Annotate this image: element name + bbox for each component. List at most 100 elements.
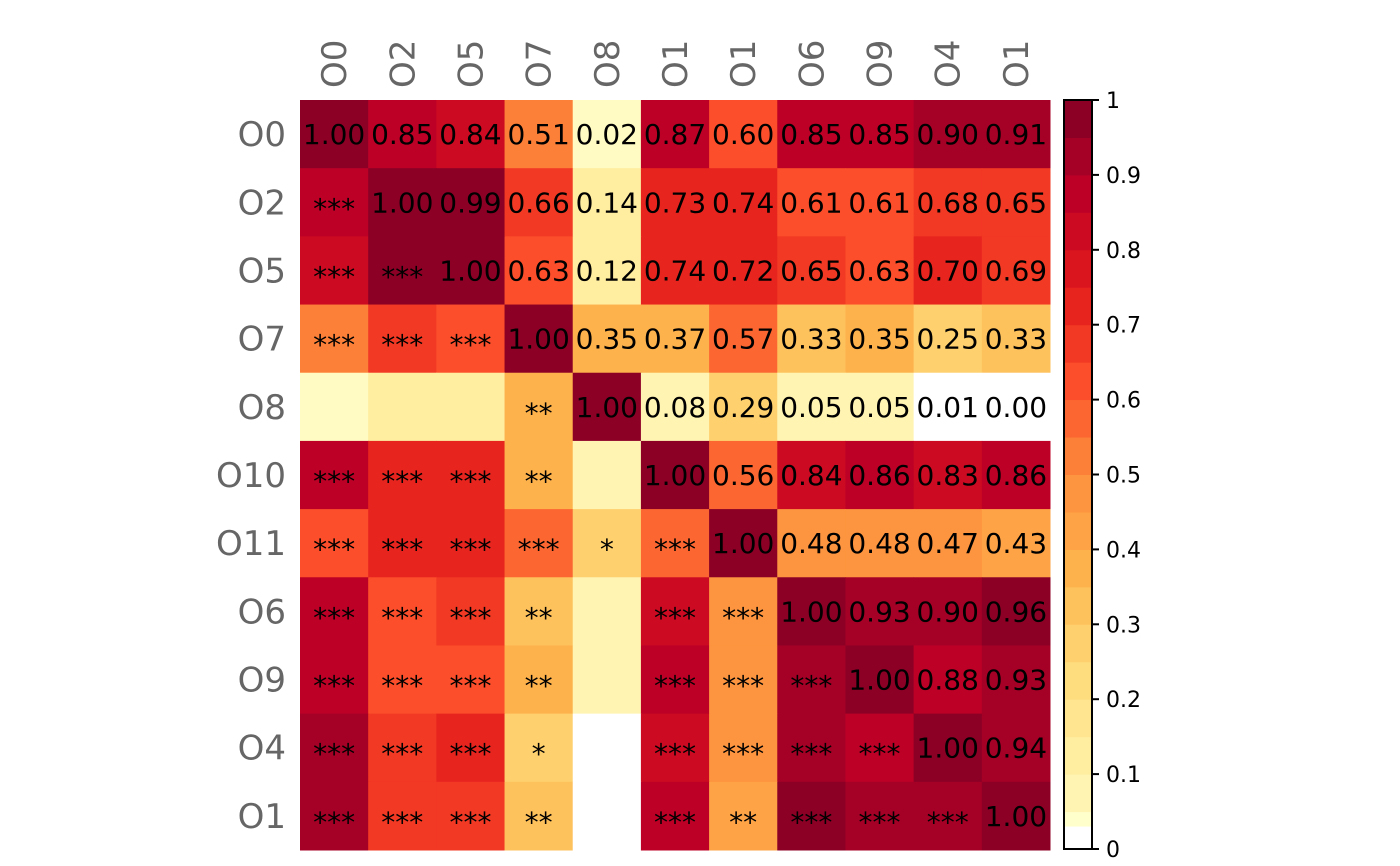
- heatmap-cell: [368, 440, 437, 510]
- colorbar-tick-label: 0.6: [1106, 389, 1141, 414]
- heatmap-cell: [368, 781, 437, 851]
- heatmap-cell: [640, 304, 710, 374]
- heatmap-cell: [981, 372, 1051, 442]
- heatmap-cell: [436, 781, 506, 851]
- heatmap-cell: [981, 645, 1051, 715]
- heatmap-cell: [300, 577, 369, 646]
- heatmap-cell: [709, 713, 778, 783]
- heatmap-cell: [368, 236, 437, 306]
- heatmap-cell: [300, 440, 369, 510]
- heatmap-cell: [709, 645, 778, 715]
- cell-value-label: ***: [722, 670, 764, 703]
- heatmap-cell: [300, 509, 369, 578]
- heatmap-cell: [845, 713, 915, 783]
- heatmap-cell: [436, 372, 506, 442]
- cell-value-label: ***: [449, 533, 491, 566]
- heatmap-cell: [504, 713, 574, 783]
- colorbar-segment: [1064, 826, 1092, 849]
- heatmap-cell: [300, 168, 369, 237]
- heatmap-cell: [368, 713, 437, 783]
- cell-value-label: ***: [313, 806, 355, 839]
- heatmap-cell: [368, 168, 437, 237]
- colorbar-tick-label: 0.4: [1106, 538, 1141, 563]
- cell-value-label: 0.51: [507, 118, 569, 151]
- heatmap-cell: [777, 372, 846, 442]
- cell-value-label: 0.84: [780, 459, 842, 492]
- heatmap-cell: [845, 509, 915, 578]
- heatmap-cell: [777, 100, 846, 169]
- heatmap-cell: [368, 645, 437, 715]
- heatmap-cell: [777, 645, 846, 715]
- heatmap-cell: [913, 372, 983, 442]
- cell-value-label: ***: [790, 738, 832, 771]
- cell-value-label: 0.33: [780, 323, 842, 356]
- heatmap-cell: [504, 440, 574, 510]
- cell-value-label: 1.00: [644, 459, 706, 492]
- heatmap-cell: [436, 236, 506, 306]
- cell-value-label: 0.63: [848, 254, 910, 287]
- cell-value-label: 0.08: [644, 391, 706, 424]
- heatmap-cell: [913, 100, 983, 169]
- heatmap-cell: [368, 100, 437, 169]
- cell-value-label: ***: [381, 806, 423, 839]
- heatmap-cell: [981, 236, 1051, 306]
- cell-value-label: 1.00: [371, 186, 433, 219]
- cell-value-label: 0.48: [848, 527, 910, 560]
- heatmap-cell: [845, 577, 915, 646]
- cell-value-label: 1.00: [507, 323, 569, 356]
- heatmap-cell: [913, 236, 983, 306]
- colorbar-tick-label: 0.2: [1106, 688, 1141, 713]
- cell-value-label: ***: [790, 806, 832, 839]
- heatmap-cell: [436, 168, 506, 237]
- column-label: O1: [656, 40, 696, 88]
- heatmap-cell: [845, 304, 915, 374]
- colorbar-segment: [1064, 249, 1092, 288]
- cell-value-label: 0.93: [848, 595, 910, 628]
- heatmap-cell: [777, 577, 846, 646]
- heatmap-cell: [572, 781, 642, 851]
- heatmap-cells: [300, 100, 1051, 851]
- cell-value-label: ***: [313, 670, 355, 703]
- cell-value-label: 0.86: [848, 459, 910, 492]
- heatmap-cell: [640, 168, 710, 237]
- cell-value-label: 0.14: [576, 186, 638, 219]
- cell-value-label: 0.61: [780, 186, 842, 219]
- cell-value-label: 0.35: [848, 323, 910, 356]
- heatmap-cell: [300, 304, 369, 374]
- cell-value-label: ***: [381, 465, 423, 498]
- row-label: O8: [238, 388, 286, 428]
- heatmap-cell: [436, 440, 506, 510]
- column-label: O9: [861, 40, 901, 88]
- colorbar-segment: [1064, 437, 1092, 475]
- cell-value-label: ***: [313, 465, 355, 498]
- cell-value-label: 0.87: [644, 118, 706, 151]
- heatmap-cell: [845, 645, 915, 715]
- cell-value-label: 0.05: [848, 391, 910, 424]
- cell-value-label: ***: [654, 670, 696, 703]
- colorbar-segment: [1064, 137, 1092, 176]
- cell-value-label: ***: [722, 601, 764, 634]
- column-label: O0: [315, 40, 355, 88]
- heatmap-cell: [572, 509, 642, 578]
- heatmap-cell: [640, 781, 710, 851]
- heatmap-cell: [845, 100, 915, 169]
- heatmap-cell: [709, 236, 778, 306]
- heatmap-cell: [981, 100, 1051, 169]
- row-label: O4: [238, 729, 286, 769]
- cell-value-label: 0.99: [439, 186, 501, 219]
- cell-value-label: ***: [654, 738, 696, 771]
- row-label: O11: [216, 524, 286, 564]
- cell-value-label: 1.00: [439, 254, 501, 287]
- heatmap-cell: [845, 440, 915, 510]
- heatmap-cell: [709, 781, 778, 851]
- cell-value-label: 0.91: [985, 118, 1047, 151]
- heatmap-cell: [777, 236, 846, 306]
- cell-value-label: 0.69: [985, 254, 1047, 287]
- heatmap-cell: [777, 781, 846, 851]
- column-label: O4: [929, 40, 969, 88]
- heatmap-cell: [640, 577, 710, 646]
- colorbar-segment: [1064, 362, 1092, 401]
- cell-value-label: ***: [381, 329, 423, 362]
- heatmap-cell: [504, 168, 574, 237]
- heatmap-cell: [709, 372, 778, 442]
